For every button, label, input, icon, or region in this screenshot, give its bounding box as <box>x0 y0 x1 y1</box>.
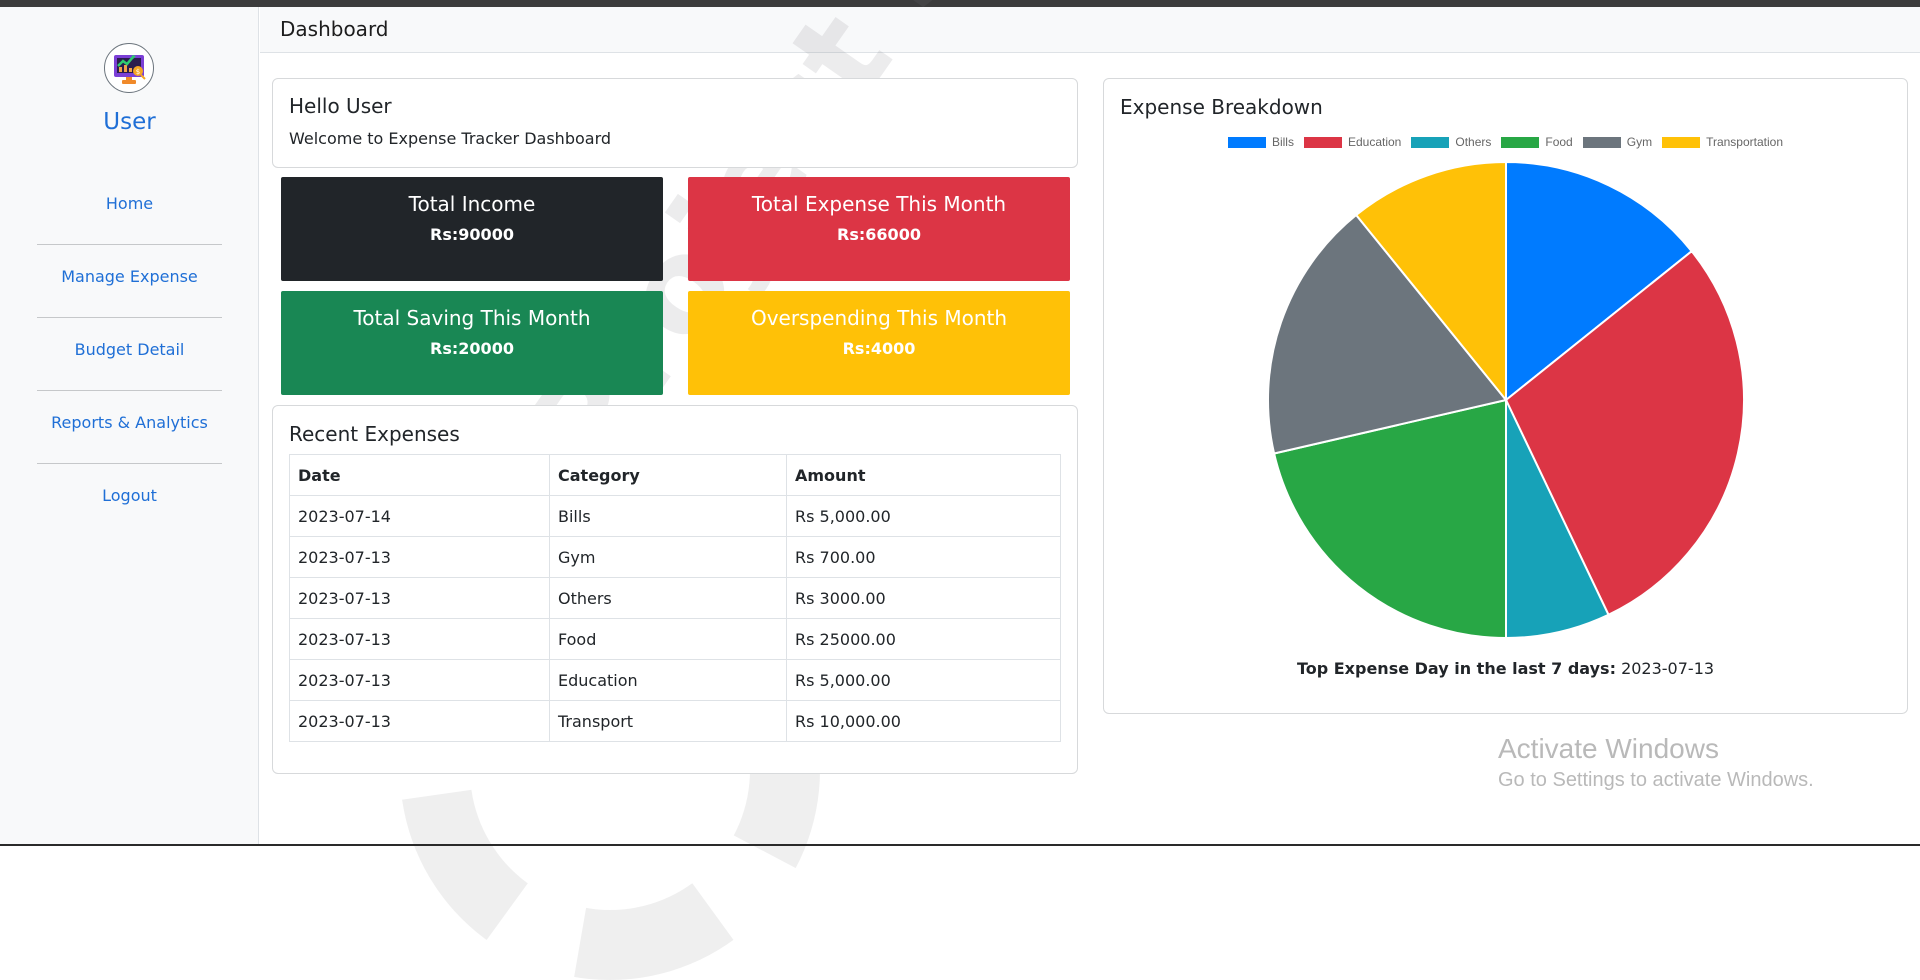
table-row: 2023-07-13 Others Rs 3000.00 <box>289 577 1061 619</box>
legend-label: Gym <box>1626 135 1653 149</box>
legend-swatch-icon <box>1303 136 1342 148</box>
activate-windows-title: Activate Windows <box>1498 733 1719 764</box>
stat-label: Total Income <box>408 192 536 216</box>
activate-windows-overlay: Activate Windows Go to Settings to activ… <box>1498 733 1814 792</box>
expense-breakdown-title: Expense Breakdown <box>1120 95 1323 119</box>
table-row: 2023-07-13 Food Rs 25000.00 <box>289 618 1061 660</box>
cell-category: Food <box>549 618 787 660</box>
page-title: Dashboard <box>280 17 389 41</box>
stat-value: Rs:4000 <box>842 339 916 358</box>
table-row: 2023-07-14 Bills Rs 5,000.00 <box>289 495 1061 537</box>
svg-text:$: $ <box>136 68 140 76</box>
cell-date: 2023-07-13 <box>289 659 550 701</box>
sidebar-item-logout[interactable]: Logout <box>102 486 157 505</box>
legend-swatch-icon <box>1662 136 1701 148</box>
legend-item-others[interactable]: Others <box>1411 135 1491 149</box>
cell-amount: Rs 5,000.00 <box>786 659 1061 701</box>
stat-overspending: Overspending This Month Rs:4000 <box>688 291 1070 395</box>
user-name: User <box>103 109 156 135</box>
legend-label: Others <box>1455 135 1492 149</box>
legend-label: Bills <box>1271 135 1294 149</box>
sidebar-item-manage-expense[interactable]: Manage Expense <box>37 245 222 318</box>
legend-item-transportation[interactable]: Transportation <box>1662 135 1783 149</box>
cell-amount: Rs 3000.00 <box>786 577 1061 619</box>
pie-slice-gym[interactable] <box>1267 213 1508 455</box>
pie-chart[interactable] <box>1266 160 1746 640</box>
column-header-amount: Amount <box>786 454 1061 496</box>
legend-item-food[interactable]: Food <box>1501 135 1573 149</box>
column-header-date: Date <box>289 454 550 496</box>
welcome-title: Hello User <box>289 94 392 118</box>
cell-category: Transport <box>549 700 787 742</box>
window-bottom-bar <box>0 844 1920 846</box>
stat-total-saving: Total Saving This Month Rs:20000 <box>281 291 663 395</box>
cell-amount: Rs 5,000.00 <box>786 495 1061 537</box>
stat-total-income: Total Income Rs:90000 <box>281 177 663 281</box>
stat-value: Rs:20000 <box>430 339 514 358</box>
legend-swatch-icon <box>1582 136 1621 148</box>
cell-amount: Rs 700.00 <box>786 536 1061 578</box>
cell-category: Others <box>549 577 787 619</box>
recent-expenses-title: Recent Expenses <box>289 422 460 446</box>
activate-windows-subtitle: Go to Settings to activate Windows. <box>1498 769 1814 791</box>
pie-slice-food[interactable] <box>1272 398 1507 640</box>
stat-total-expense: Total Expense This Month Rs:66000 <box>688 177 1070 281</box>
legend-label: Transportation <box>1706 135 1784 149</box>
pie-slice-bills[interactable] <box>1505 160 1694 403</box>
sidebar-item-budget-detail[interactable]: Budget Detail <box>37 318 222 391</box>
top-expense-day-label: Top Expense Day in the last 7 days: <box>1296 659 1616 678</box>
stat-value: Rs:66000 <box>837 225 921 244</box>
stat-value: Rs:90000 <box>430 225 514 244</box>
sidebar-item-home[interactable]: Home <box>37 172 222 245</box>
window-top-bar <box>0 0 1920 7</box>
table-row: 2023-07-13 Gym Rs 700.00 <box>289 536 1061 578</box>
cell-category: Bills <box>549 495 787 537</box>
page-header: Dashboard <box>260 7 1920 53</box>
cell-category: Education <box>549 659 787 701</box>
app-logo: $ <box>104 43 154 93</box>
legend-item-gym[interactable]: Gym <box>1582 135 1653 149</box>
legend-label: Education <box>1347 135 1402 149</box>
table-row: 2023-07-13 Education Rs 5,000.00 <box>289 659 1061 701</box>
table-header-row: Date Category Amount <box>289 454 1061 496</box>
cell-date: 2023-07-13 <box>289 577 550 619</box>
recent-expenses-card: Recent Expenses Date Category Amount 202… <box>272 405 1078 774</box>
table-row: 2023-07-13 Transport Rs 10,000.00 <box>289 700 1061 742</box>
sidebar-item-reports-analytics[interactable]: Reports & Analytics <box>37 391 222 464</box>
welcome-subtitle: Welcome to Expense Tracker Dashboard <box>289 129 612 148</box>
stat-label: Total Expense This Month <box>751 192 1007 216</box>
cell-date: 2023-07-13 <box>289 700 550 742</box>
cell-date: 2023-07-14 <box>289 495 550 537</box>
recent-expenses-table: Date Category Amount 2023-07-14 Bills Rs… <box>289 454 1061 742</box>
sidebar-nav: Home Manage Expense Budget Detail Report… <box>37 172 222 537</box>
stat-label: Overspending This Month <box>750 306 1008 330</box>
cell-amount: Rs 10,000.00 <box>786 700 1061 742</box>
top-expense-day: Top Expense Day in the last 7 days: 2023… <box>1104 659 1907 678</box>
stat-label: Total Saving This Month <box>353 306 591 330</box>
sidebar: $ User Home Manage Expense Budget Detail… <box>0 7 259 844</box>
legend-swatch-icon <box>1411 136 1450 148</box>
chart-legend: Bills Education Others Food Gym Transpor… <box>1104 135 1907 149</box>
top-expense-day-value: 2023-07-13 <box>1621 659 1715 678</box>
pie-slice-transportation[interactable] <box>1354 160 1507 403</box>
cell-category: Gym <box>549 536 787 578</box>
pie-slice-others[interactable] <box>1505 399 1610 640</box>
legend-swatch-icon <box>1501 136 1540 148</box>
legend-swatch-icon <box>1227 136 1266 148</box>
cell-date: 2023-07-13 <box>289 536 550 578</box>
legend-item-education[interactable]: Education <box>1303 135 1402 149</box>
cell-amount: Rs 25000.00 <box>786 618 1061 660</box>
cell-date: 2023-07-13 <box>289 618 550 660</box>
welcome-card: Hello User Welcome to Expense Tracker Da… <box>272 78 1078 168</box>
monitor-chart-coin-icon: $ <box>114 55 146 84</box>
column-header-category: Category <box>549 454 787 496</box>
legend-item-bills[interactable]: Bills <box>1227 135 1294 149</box>
expense-breakdown-card: Expense Breakdown Bills Education Others… <box>1103 78 1908 714</box>
legend-label: Food <box>1545 135 1573 149</box>
